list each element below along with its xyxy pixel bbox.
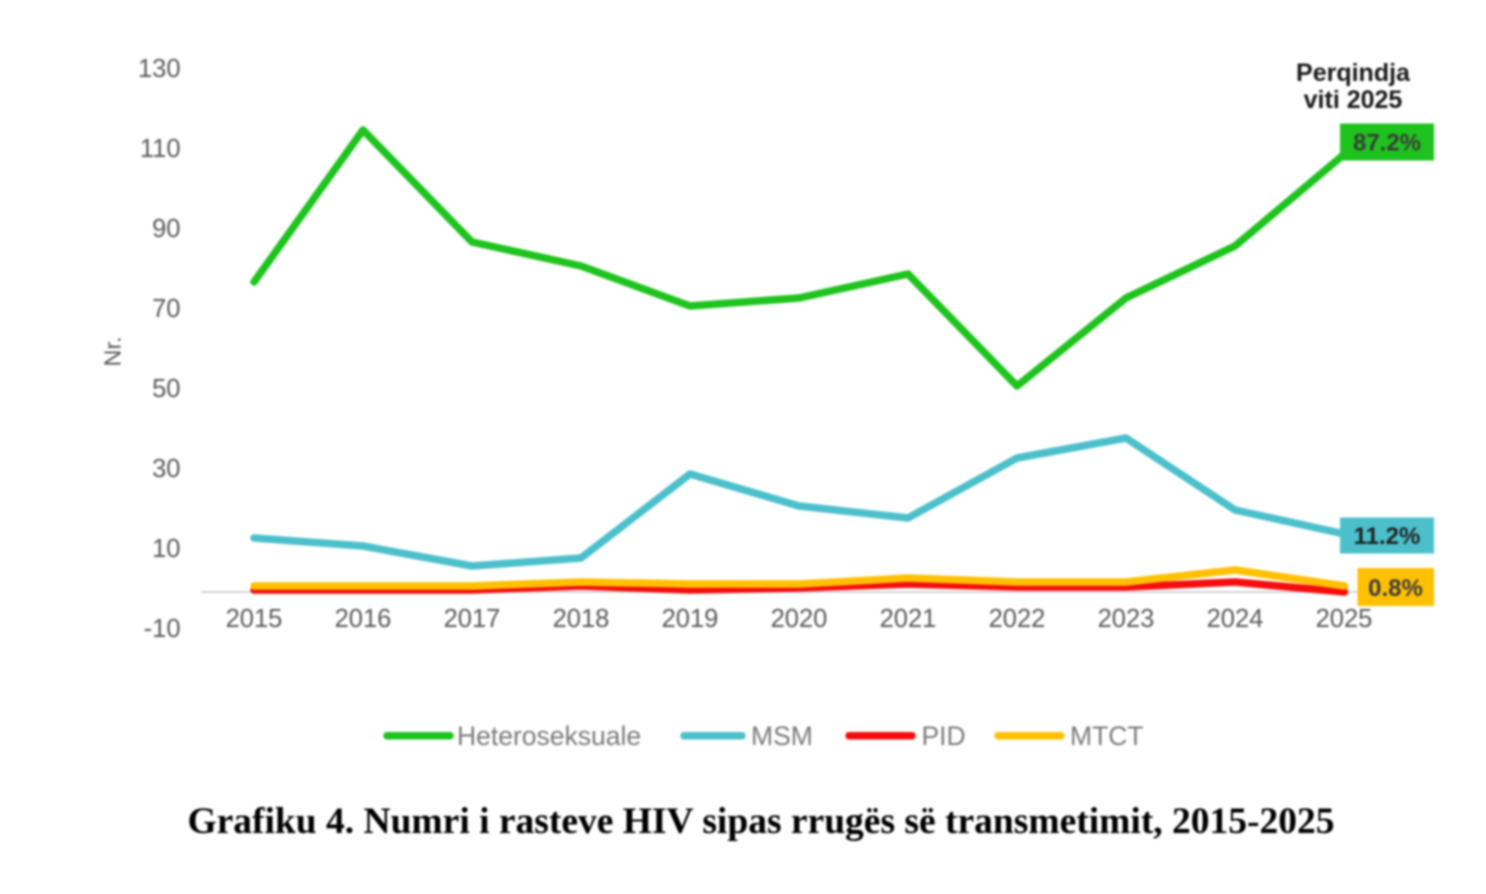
svg-text:2018: 2018 bbox=[553, 605, 610, 633]
svg-text:MTCT: MTCT bbox=[1070, 721, 1144, 751]
svg-text:2023: 2023 bbox=[1098, 605, 1155, 633]
svg-text:2019: 2019 bbox=[662, 605, 719, 633]
svg-text:90: 90 bbox=[152, 215, 180, 243]
svg-text:PID: PID bbox=[922, 721, 966, 751]
svg-text:2016: 2016 bbox=[335, 605, 392, 633]
svg-text:2017: 2017 bbox=[444, 605, 501, 633]
svg-text:2015: 2015 bbox=[226, 605, 283, 633]
svg-text:87.2%: 87.2% bbox=[1353, 130, 1421, 157]
svg-text:50: 50 bbox=[152, 375, 180, 403]
svg-text:Nr.: Nr. bbox=[100, 336, 126, 366]
svg-text:2021: 2021 bbox=[880, 605, 937, 633]
svg-text:Heteroseksuale: Heteroseksuale bbox=[457, 721, 641, 751]
svg-text:MSM: MSM bbox=[751, 721, 813, 751]
svg-text:30: 30 bbox=[152, 455, 180, 483]
svg-text:2020: 2020 bbox=[771, 605, 828, 633]
svg-text:110: 110 bbox=[140, 135, 181, 163]
svg-text:2024: 2024 bbox=[1207, 605, 1264, 633]
svg-text:2025: 2025 bbox=[1316, 605, 1373, 633]
svg-text:viti 2025: viti 2025 bbox=[1304, 86, 1403, 114]
svg-text:Grafiku 4. Numri i rasteve HIV: Grafiku 4. Numri i rasteve HIV sipas rru… bbox=[187, 801, 1334, 842]
svg-text:0.8%: 0.8% bbox=[1368, 575, 1423, 602]
svg-text:2022: 2022 bbox=[989, 605, 1046, 633]
svg-text:Perqindja: Perqindja bbox=[1296, 59, 1411, 87]
svg-text:10: 10 bbox=[152, 535, 180, 563]
svg-text:70: 70 bbox=[152, 295, 180, 323]
svg-text:130: 130 bbox=[138, 55, 181, 83]
svg-text:11.2%: 11.2% bbox=[1354, 523, 1421, 550]
svg-text:-10: -10 bbox=[144, 615, 181, 643]
